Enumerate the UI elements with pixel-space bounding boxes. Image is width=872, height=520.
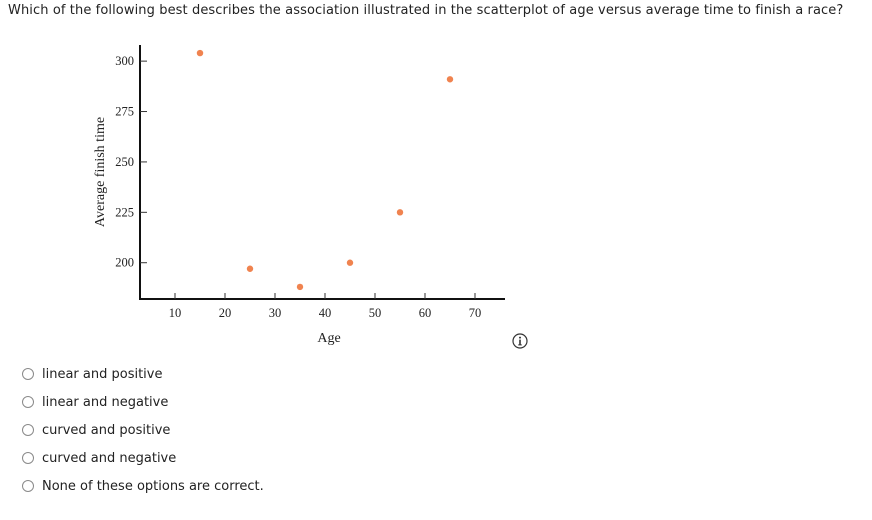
radio-button[interactable] [22,368,34,380]
y-axis-title: Average finish time [93,117,108,227]
option-curved-positive[interactable]: curved and positive [22,416,264,444]
x-tick-label: 30 [269,306,282,320]
option-label: linear and positive [42,366,163,382]
scatterplot-chart: 10 20 30 40 50 60 70 200 225 250 275 300 Age Avera… [93,45,505,346]
option-linear-positive[interactable]: linear and positive [22,360,264,388]
data-points [196,49,454,291]
option-linear-negative[interactable]: linear and negative [22,388,264,416]
x-tick-label: 60 [419,306,432,320]
x-axis-title: Age [317,331,340,346]
answer-options: linear and positive linear and negative … [22,360,264,500]
data-point [346,259,354,266]
data-point [196,49,204,57]
x-tick-label: 70 [469,306,482,320]
radio-button[interactable] [22,452,34,464]
x-axis-ticks: 10 20 30 40 50 60 70 [169,293,482,320]
data-point [246,265,254,272]
question-text: Which of the following best describes th… [8,3,844,18]
info-icon[interactable] [512,333,528,349]
y-tick-label: 275 [115,105,134,119]
x-tick-label: 20 [219,306,232,320]
radio-button[interactable] [22,396,34,408]
option-curved-negative[interactable]: curved and negative [22,444,264,472]
y-axis-ticks: 200 225 250 275 300 [115,54,147,270]
option-label: None of these options are correct. [42,478,264,494]
y-tick-label: 300 [115,54,134,68]
option-none-correct[interactable]: None of these options are correct. [22,472,264,500]
x-tick-label: 50 [369,306,382,320]
chart-axes [139,45,505,300]
data-point [446,76,454,83]
y-tick-label: 250 [115,155,134,169]
radio-button[interactable] [22,480,34,492]
data-point [296,283,304,291]
option-label: curved and negative [42,450,177,466]
option-label: linear and negative [42,394,169,410]
option-label: curved and positive [42,422,171,438]
data-point [396,209,404,216]
x-tick-label: 40 [319,306,332,320]
radio-button[interactable] [22,424,34,436]
x-tick-label: 10 [169,306,182,320]
y-tick-label: 200 [115,256,134,270]
y-tick-label: 225 [115,205,134,219]
